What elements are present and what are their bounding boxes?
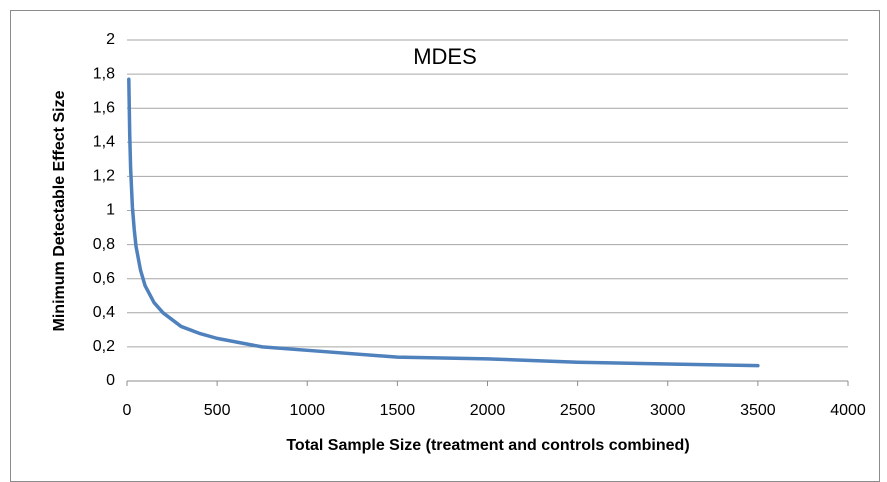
- y-tick-label: 1,4: [93, 134, 115, 151]
- x-tick-label: 2000: [470, 402, 506, 419]
- line-series: [127, 77, 760, 368]
- y-tick-label: 2: [106, 31, 115, 48]
- y-tick-label: 1,6: [93, 99, 115, 116]
- x-tick-label: 1000: [289, 402, 325, 419]
- y-axis-title: Minimum Detectable Effect Size: [51, 90, 68, 331]
- x-axis-title: Total Sample Size (treatment and control…: [286, 437, 689, 454]
- x-tick-label: 0: [123, 402, 132, 419]
- x-tick-label: 2500: [560, 402, 596, 419]
- y-tick-label: 0,6: [93, 270, 115, 287]
- x-tick-label: 1500: [380, 402, 416, 419]
- y-tick-label: 1,8: [93, 65, 115, 82]
- y-tick-label: 0: [106, 372, 115, 389]
- x-tick-label: 500: [204, 402, 231, 419]
- y-tick-label: 1,2: [93, 168, 115, 185]
- chart-frame: [10, 10, 880, 482]
- y-tick-label: 0,8: [93, 236, 115, 253]
- x-tick-label: 3000: [650, 402, 686, 419]
- x-tick-label: 3500: [740, 402, 776, 419]
- y-tick-label: 0,4: [93, 304, 115, 321]
- x-tick-label: 4000: [830, 402, 866, 419]
- chart-title: MDES: [413, 44, 477, 69]
- y-tick-label: 0,2: [93, 338, 115, 355]
- y-tick-label: 1: [106, 202, 115, 219]
